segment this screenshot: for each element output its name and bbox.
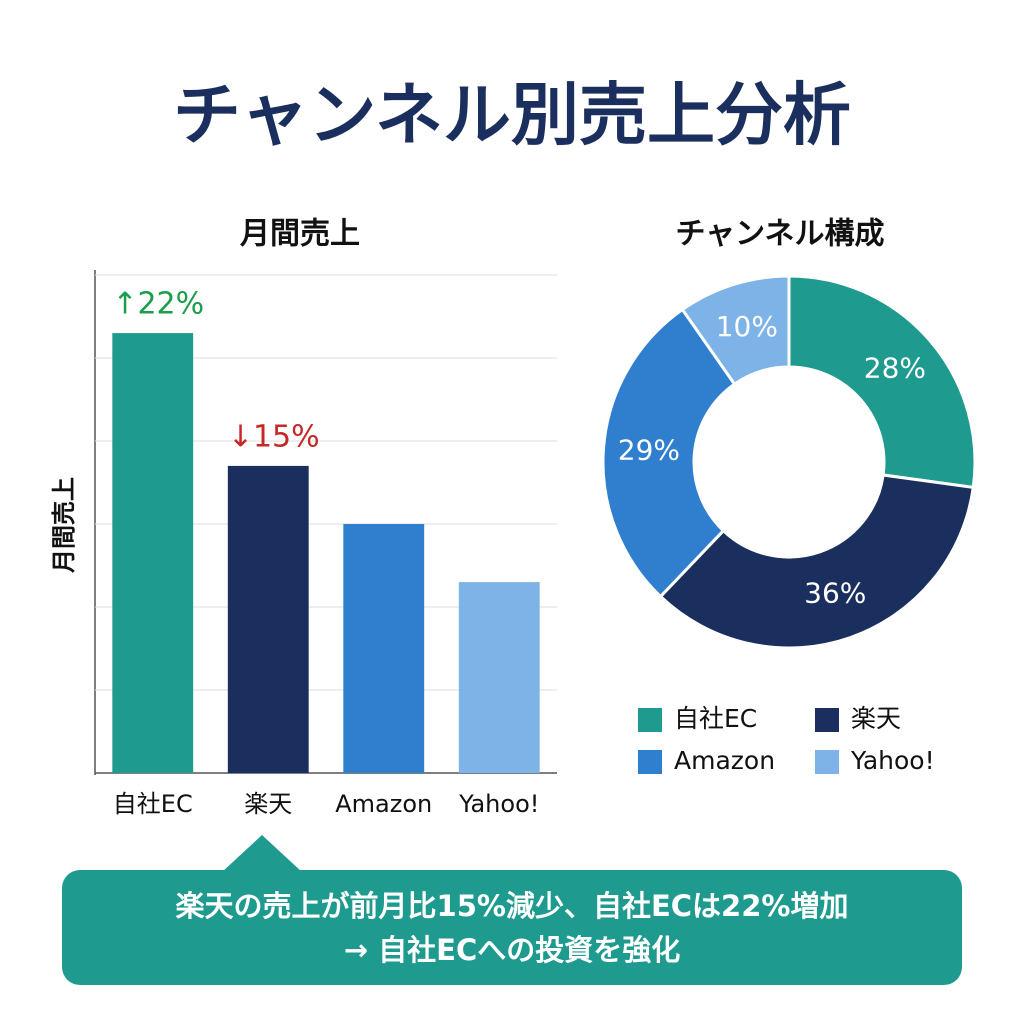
- bar: [112, 333, 194, 773]
- page-title: チャンネル別売上分析: [173, 77, 851, 156]
- donut-slice: [680, 274, 791, 387]
- legend-swatch: [815, 750, 839, 774]
- slice-label: 28%: [864, 352, 926, 385]
- legend-label: 楽天: [851, 704, 901, 733]
- bar-annotation: ↓15%: [228, 419, 320, 454]
- bar: [343, 524, 425, 773]
- bar-title: 月間売上: [240, 217, 360, 252]
- donut-slice: [601, 307, 737, 599]
- legend-label: Amazon: [674, 746, 775, 775]
- callout-box: [62, 870, 962, 985]
- slice-label: 10%: [716, 310, 778, 343]
- x-tick-label: Yahoo!: [458, 790, 539, 818]
- legend-label: 自社EC: [674, 704, 757, 733]
- donut-slice: [658, 473, 975, 650]
- slice-label: 29%: [618, 433, 680, 466]
- callout-pointer: [222, 835, 302, 872]
- bar-annotation: ↑22%: [112, 287, 204, 322]
- legend-swatch: [638, 750, 662, 774]
- x-tick-label: 自社EC: [113, 790, 193, 818]
- bar: [458, 582, 540, 773]
- y-axis-label: 月間売上: [50, 477, 78, 574]
- legend-swatch: [815, 708, 839, 732]
- x-tick-label: 楽天: [244, 790, 292, 818]
- donut-title: チャンネル構成: [675, 217, 884, 252]
- legend-label: Yahoo!: [850, 746, 935, 775]
- donut-slice: [787, 274, 977, 490]
- callout-text: → 自社ECへの投資を強化: [344, 933, 681, 967]
- legend-swatch: [638, 708, 662, 732]
- x-tick-label: Amazon: [335, 790, 432, 818]
- slice-label: 36%: [804, 577, 866, 610]
- bar: [227, 465, 309, 773]
- callout-text: 楽天の売上が前月比15%減少、自社ECは22%増加: [176, 889, 849, 923]
